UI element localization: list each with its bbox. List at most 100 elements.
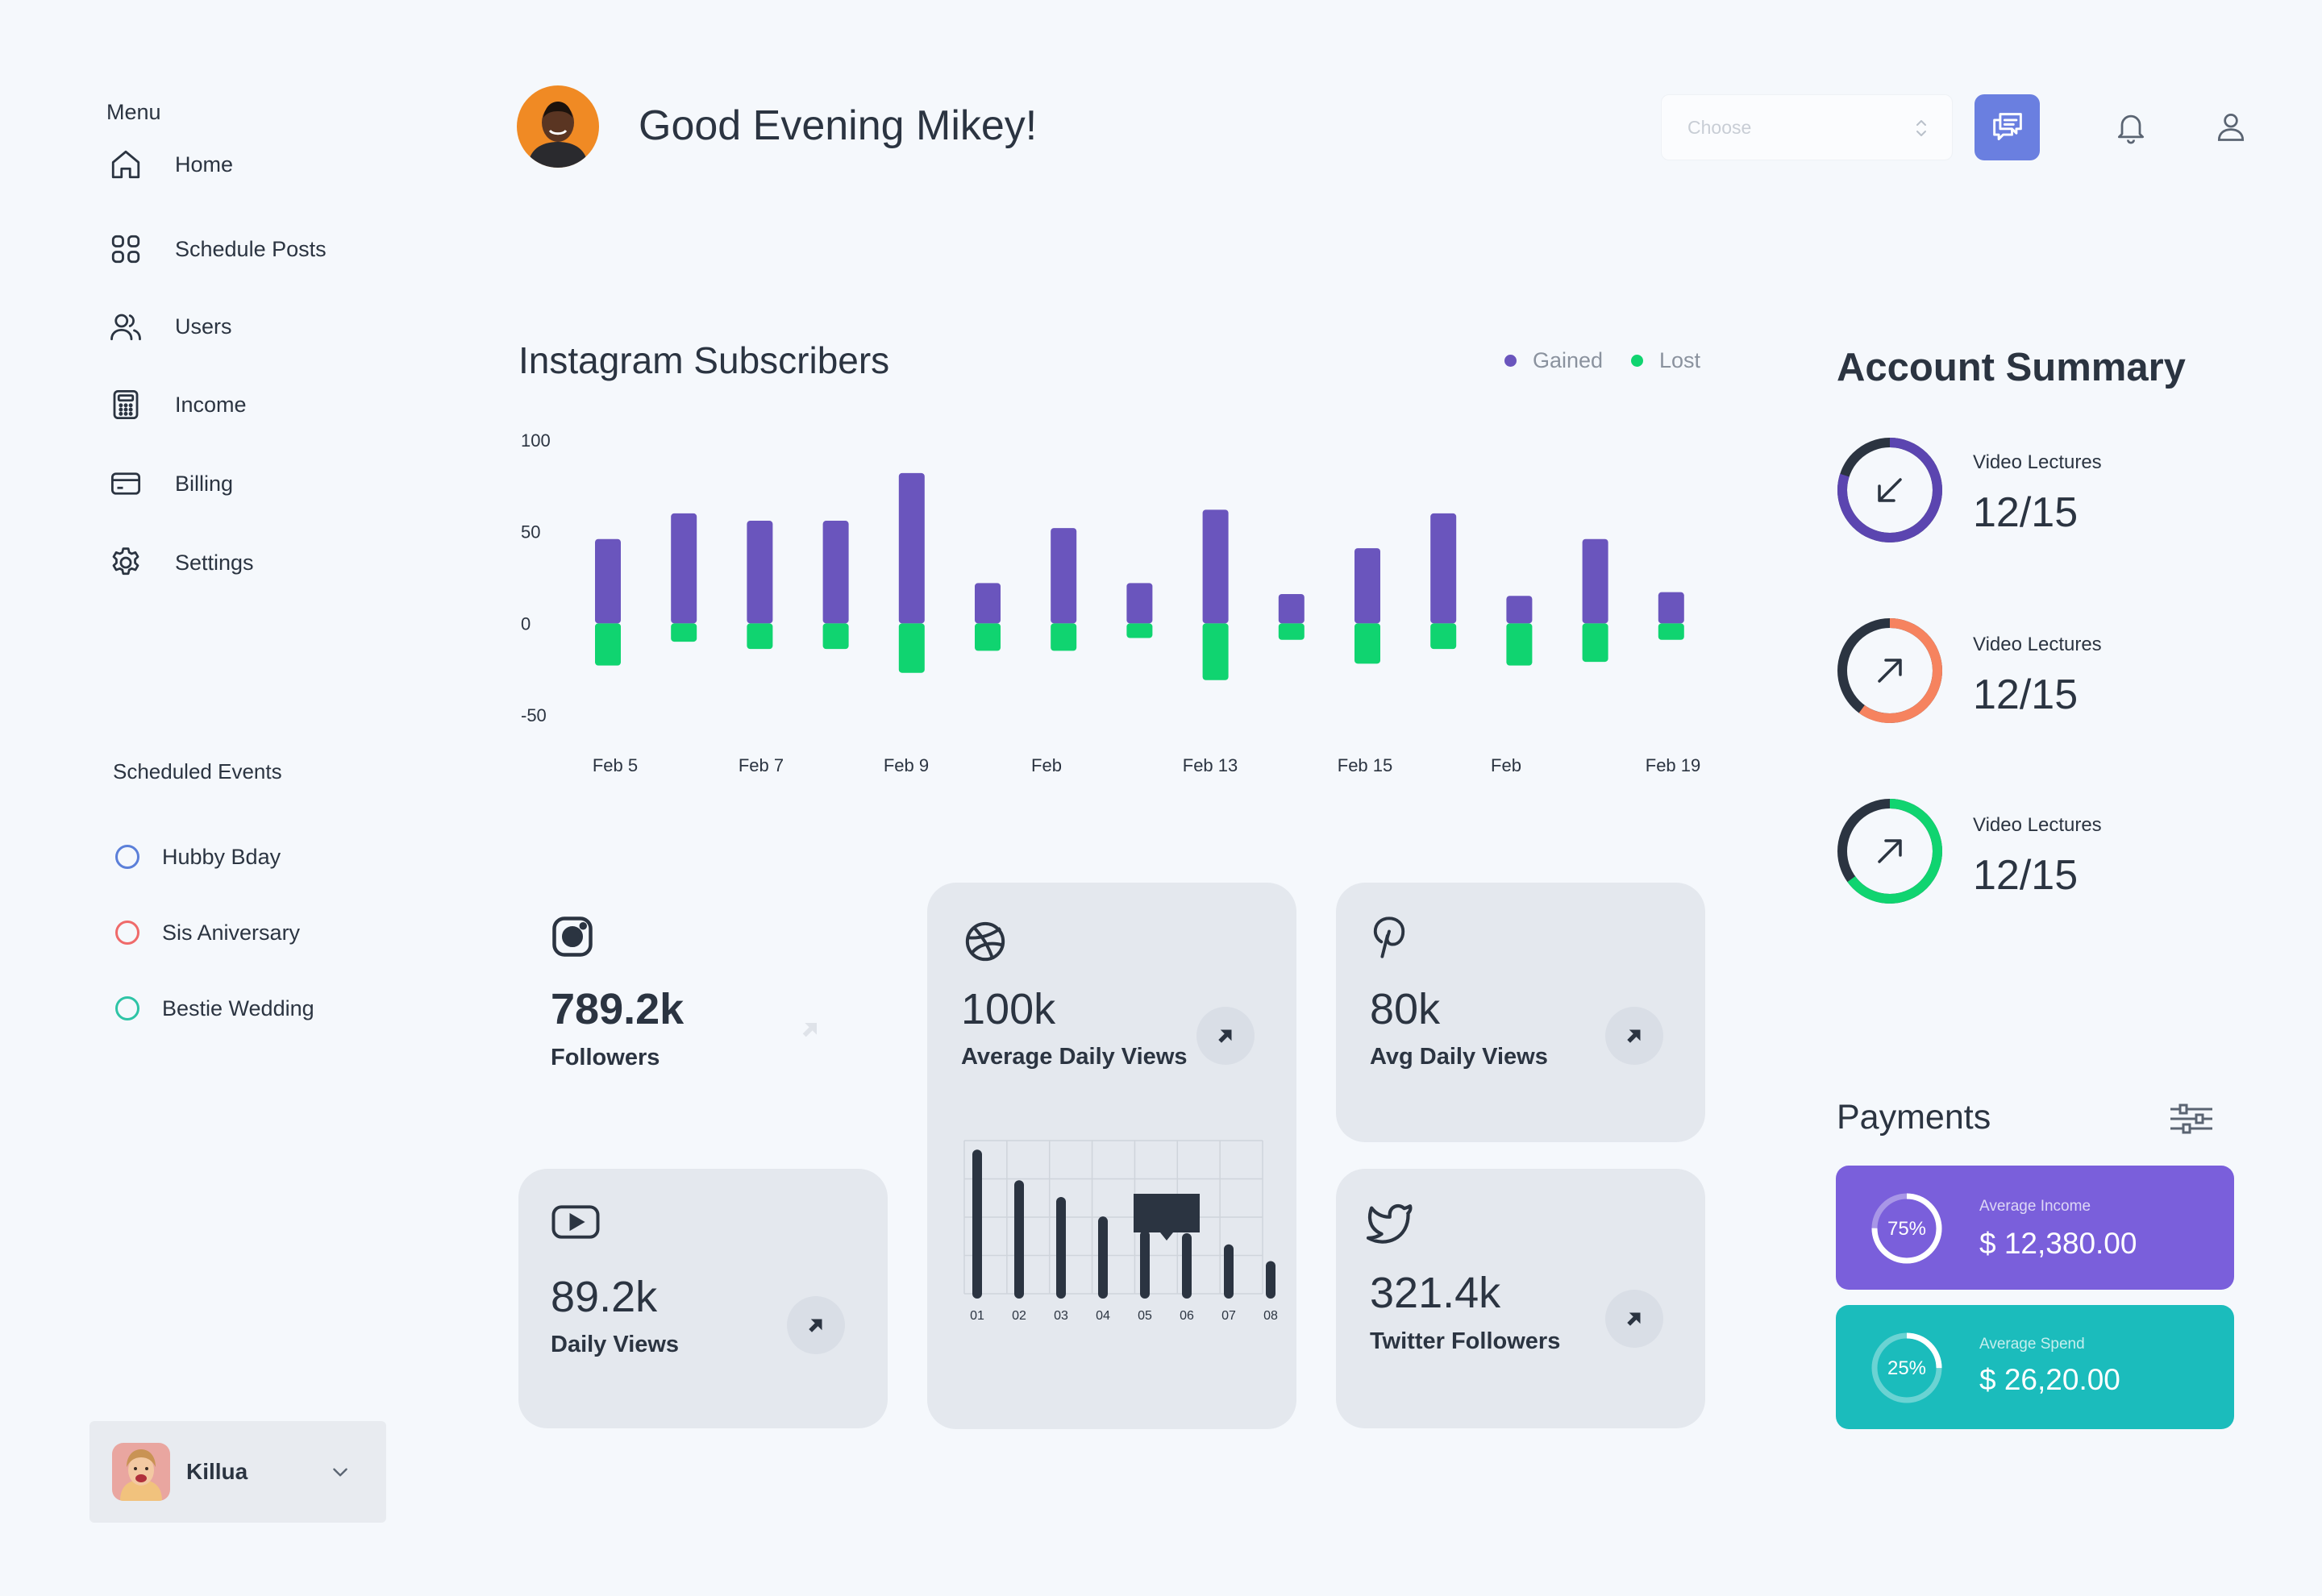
- progress-arc: [1837, 799, 1942, 904]
- bar-lost: [595, 623, 621, 666]
- x-tick-label: Feb 7: [739, 755, 784, 775]
- x-tick-label: Feb 19: [1646, 755, 1701, 775]
- youtube-label: Daily Views: [551, 1332, 680, 1357]
- bar-lost: [975, 623, 1001, 651]
- bar-gained: [1354, 548, 1380, 624]
- y-tick-label: -50: [521, 705, 547, 725]
- filter-button[interactable]: [2169, 1101, 2214, 1137]
- users-icon: [106, 307, 145, 346]
- payments-title: Payments: [1837, 1098, 1991, 1137]
- instagram-card[interactable]: 789.2k Followers: [518, 883, 888, 1142]
- bar-gained: [1126, 583, 1153, 624]
- arrow-down-left-icon: [1878, 478, 1902, 502]
- bar-gained: [671, 513, 697, 624]
- sidebar-item-home[interactable]: Home: [106, 142, 233, 187]
- youtube-open-button[interactable]: [787, 1296, 845, 1354]
- bar-lost: [898, 623, 925, 673]
- legend-lost[interactable]: Lost: [1631, 348, 1700, 373]
- profile-name: Killua: [186, 1459, 248, 1484]
- spend-label: Average Spend: [1979, 1336, 2085, 1353]
- dribbble-label: Average Daily Views: [961, 1044, 1188, 1070]
- subscribers-chart: 100 50 0 -50 Feb 5 Feb 7 Feb 9 Feb Feb 13 Feb 15 F…: [521, 430, 1701, 775]
- arrow-up-right-icon: [1622, 1024, 1646, 1048]
- choose-select[interactable]: Choose: [1661, 94, 1953, 160]
- bar-gained: [975, 583, 1001, 624]
- bar-gained: [595, 538, 621, 624]
- event-label: Sis Aniversary: [162, 920, 301, 945]
- bar-gained: [822, 521, 849, 624]
- notifications-button[interactable]: [2110, 106, 2152, 148]
- mini-x-label: 04: [1096, 1309, 1110, 1323]
- account-summary-title: Account Summary: [1837, 346, 2186, 389]
- average-spend-card[interactable]: 25% Average Spend $ 26,20.00: [1836, 1305, 2234, 1429]
- pinterest-label: Avg Daily Views: [1370, 1044, 1548, 1070]
- chart-title: Instagram Subscribers: [518, 339, 890, 381]
- messages-button[interactable]: [1975, 94, 2040, 160]
- select-placeholder: Choose: [1687, 116, 1752, 138]
- chat-icon: [1990, 111, 2025, 143]
- user-avatar[interactable]: [517, 85, 599, 168]
- sidebar-item-schedule-posts[interactable]: Schedule Posts: [106, 227, 327, 272]
- event-bestie-wedding[interactable]: Bestie Wedding: [115, 992, 314, 1025]
- sidebar-item-label: Settings: [175, 550, 254, 575]
- bar-lost: [822, 623, 849, 650]
- legend-swatch: [1504, 355, 1517, 367]
- twitter-open-button[interactable]: [1605, 1290, 1663, 1348]
- summary-label: Video Lectures: [1973, 634, 2102, 655]
- income-percent: 75%: [1887, 1218, 1926, 1240]
- gear-icon: [106, 543, 145, 582]
- bar-lost: [1506, 623, 1533, 666]
- mini-x-label: 03: [1054, 1309, 1068, 1323]
- pinterest-icon: [1368, 915, 1410, 960]
- calculator-icon: [106, 385, 145, 424]
- sidebar-item-label: Users: [175, 314, 232, 339]
- bell-icon: [2113, 109, 2149, 144]
- pinterest-open-button[interactable]: [1605, 1007, 1663, 1065]
- bar-gained: [898, 472, 925, 624]
- sidebar-item-settings[interactable]: Settings: [106, 540, 254, 585]
- summary-label: Video Lectures: [1973, 814, 2102, 836]
- progress-arc: [1837, 438, 1942, 542]
- arrow-up-right-icon: [804, 1313, 828, 1337]
- bar-lost: [1202, 623, 1229, 680]
- bar-lost: [1354, 623, 1380, 664]
- sidebar-item-label: Schedule Posts: [175, 236, 327, 261]
- bar-gained: [1278, 593, 1305, 624]
- pinterest-card[interactable]: 80k Avg Daily Views: [1336, 883, 1705, 1142]
- income-progress-ring: 75%: [1871, 1193, 1942, 1264]
- x-tick-label: Feb 5: [593, 755, 638, 775]
- sidebar-item-label: Income: [175, 392, 247, 417]
- dribbble-open-button[interactable]: [1196, 1007, 1255, 1065]
- sidebar-item-users[interactable]: Users: [106, 304, 232, 349]
- arrow-up-right-icon[interactable]: [797, 1016, 823, 1042]
- mini-x-label: 02: [1012, 1309, 1026, 1323]
- mini-x-label: 08: [1263, 1309, 1278, 1323]
- legend-swatch: [1631, 355, 1643, 367]
- sidebar-item-income[interactable]: Income: [106, 382, 247, 427]
- income-label: Average Income: [1979, 1198, 2091, 1215]
- bar-lost: [1582, 623, 1608, 663]
- scheduled-events-title: Scheduled Events: [113, 759, 282, 783]
- account-button[interactable]: [2210, 106, 2252, 148]
- progress-arc: [1871, 1193, 1942, 1264]
- x-tick-label: Feb 15: [1338, 755, 1393, 775]
- user-icon: [2213, 109, 2249, 144]
- twitter-card[interactable]: 321.4k Twitter Followers: [1336, 1169, 1705, 1428]
- arrow-up-right-icon: [1878, 659, 1902, 683]
- x-tick-label: Feb 9: [884, 755, 929, 775]
- sidebar-item-billing[interactable]: Billing: [106, 461, 233, 506]
- progress-ring: [1837, 799, 1942, 904]
- event-hubby-bday[interactable]: Hubby Bday: [115, 841, 281, 873]
- legend-gained[interactable]: Gained: [1504, 348, 1603, 373]
- dribbble-card[interactable]: 100k Average Daily Views 01 02 03 04 05 06 07 0…: [927, 883, 1296, 1429]
- average-income-card[interactable]: 75% Average Income $ 12,380.00: [1836, 1166, 2234, 1290]
- instagram-icon: [548, 912, 597, 961]
- event-sis-aniversary[interactable]: Sis Aniversary: [115, 916, 300, 949]
- profile-switcher[interactable]: Killua: [89, 1421, 386, 1523]
- mini-x-label: 05: [1138, 1309, 1152, 1323]
- bar-lost: [1658, 623, 1684, 640]
- bar-gained: [1430, 513, 1457, 624]
- event-label: Bestie Wedding: [162, 995, 314, 1020]
- youtube-card[interactable]: 89.2k Daily Views: [518, 1169, 888, 1428]
- bar-gained: [1202, 509, 1229, 624]
